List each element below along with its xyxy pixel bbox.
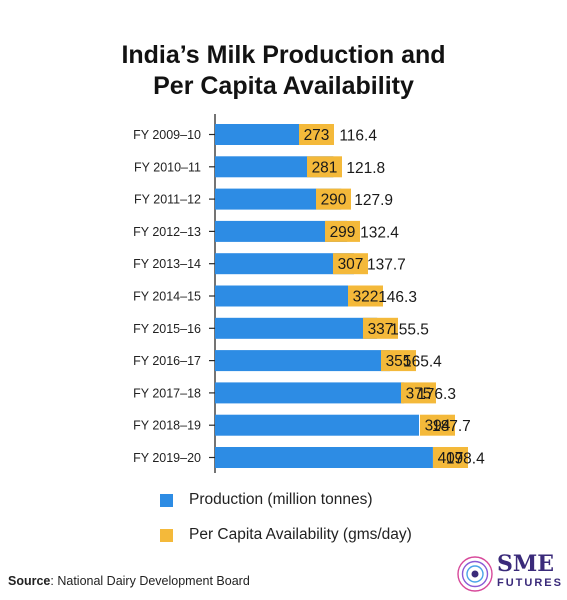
per-capita-label: 290: [321, 192, 347, 209]
per-capita-label: 407: [438, 450, 464, 467]
production-bar: [215, 156, 334, 178]
category-label: FY 2010–11: [134, 160, 201, 174]
production-value-label: 187.7: [432, 418, 471, 435]
legend-item-per-capita: Per Capita Availability (gms/day): [160, 525, 412, 545]
category-label: FY 2009–10: [133, 128, 201, 142]
per-capita-label: 307: [338, 256, 364, 273]
per-capita-box: [325, 220, 360, 242]
production-value-label: 176.3: [417, 386, 456, 403]
per-capita-box: [363, 317, 398, 339]
logo-sub-text: FUTURES: [497, 577, 563, 589]
per-capita-box: [299, 124, 334, 145]
production-bar: [215, 414, 420, 436]
per-capita-label: 394: [425, 418, 451, 435]
production-value-label: 155.5: [390, 321, 429, 338]
production-bar: [215, 124, 327, 145]
production-value-label: 132.4: [360, 224, 399, 241]
per-capita-box: [420, 414, 455, 436]
chart-title: India’s Milk Production and Per Capita A…: [0, 40, 567, 102]
per-capita-label: 273: [304, 127, 330, 144]
production-value-label: 198.4: [446, 451, 485, 468]
per-capita-label: 355: [386, 353, 412, 370]
per-capita-box: [433, 447, 468, 468]
logo-emblem-icon: [457, 556, 493, 592]
source-note: Source: National Dairy Development Board: [8, 574, 250, 588]
per-capita-label: 337: [368, 321, 394, 338]
category-label: FY 2016–17: [133, 354, 201, 368]
production-bar: [215, 253, 355, 275]
production-bar: [215, 285, 366, 307]
per-capita-box: [307, 156, 342, 178]
per-capita-box: [401, 382, 436, 404]
per-capita-box: [348, 285, 383, 307]
title-line-2: Per Capita Availability: [153, 72, 414, 100]
category-label: FY 2014–15: [133, 290, 201, 304]
production-bar: [215, 188, 342, 210]
category-label: FY 2019–20: [133, 451, 201, 465]
production-bar: [215, 382, 405, 404]
chart-legend: Production (million tonnes) Per Capita A…: [160, 490, 412, 560]
logo-main-text: SME: [497, 551, 555, 577]
legend-label-per-capita: Per Capita Availability (gms/day): [189, 526, 412, 543]
bar-chart: FY 2009–10 273 116.4 FY 2010–11 281 121.8 FY 2…: [133, 114, 485, 473]
legend-swatch-production: [160, 493, 173, 507]
production-value-label: 121.8: [346, 160, 385, 177]
legend-label-production: Production (million tonnes): [189, 491, 373, 508]
source-text: : National Dairy Development Board: [50, 574, 250, 588]
production-bar: [215, 447, 433, 468]
production-value-label: 146.3: [378, 289, 417, 306]
production-bar: [215, 350, 391, 372]
category-label: FY 2017–18: [133, 386, 201, 400]
production-bar: [215, 317, 378, 339]
legend-item-production: Production (million tonnes): [160, 490, 412, 510]
production-value-label: 137.7: [367, 257, 406, 274]
production-value-label: 116.4: [339, 128, 377, 145]
per-capita-label: 299: [330, 224, 356, 241]
title-line-1: India’s Milk Production and: [121, 41, 446, 69]
production-value-label: 127.9: [354, 192, 393, 209]
category-label: FY 2018–19: [133, 419, 201, 433]
production-bar: [215, 220, 348, 242]
sme-futures-logo: SME FUTURES: [455, 550, 565, 598]
source-label: Source: [8, 574, 51, 588]
per-capita-box: [333, 253, 368, 275]
category-label: FY 2012–13: [133, 225, 201, 239]
category-label: FY 2011–12: [134, 193, 201, 207]
per-capita-label: 322: [353, 289, 379, 306]
production-value-label: 165.4: [403, 354, 442, 371]
per-capita-box: [316, 188, 351, 210]
per-capita-label: 281: [312, 159, 338, 176]
category-label: FY 2013–14: [133, 257, 201, 271]
category-label: FY 2015–16: [133, 322, 201, 336]
per-capita-label: 375: [406, 385, 432, 402]
per-capita-box: [381, 350, 416, 372]
legend-swatch-per-capita: [160, 528, 173, 542]
logo-text: SME FUTURES: [497, 552, 563, 590]
